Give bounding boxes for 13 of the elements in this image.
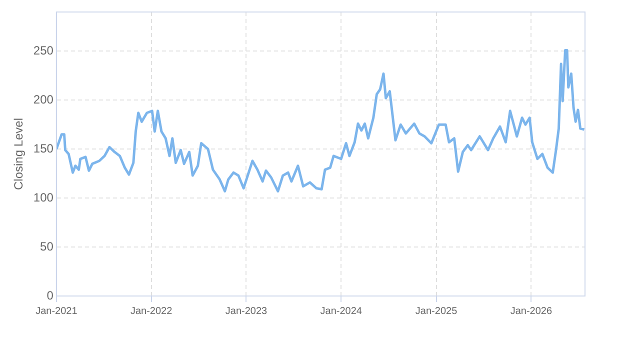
y-tick-label: 50 — [40, 239, 54, 254]
x-tick-label: Jan-2022 — [130, 306, 173, 317]
y-tick-label: 200 — [33, 92, 54, 106]
y-axis-title: Closing Level — [12, 118, 26, 190]
y-tick-label: 0 — [46, 288, 54, 302]
y-tick-label: 150 — [33, 141, 54, 156]
x-tick-label: Jan-2026 — [510, 306, 552, 317]
x-tick-label: Jan-2025 — [415, 306, 458, 317]
x-tick-label: Jan-2021 — [36, 306, 78, 317]
y-tick-label: 100 — [33, 190, 54, 204]
x-tick-label: Jan-2023 — [225, 306, 268, 317]
y-tick-label: 250 — [33, 43, 54, 58]
x-tick-label: Jan-2024 — [320, 306, 362, 317]
